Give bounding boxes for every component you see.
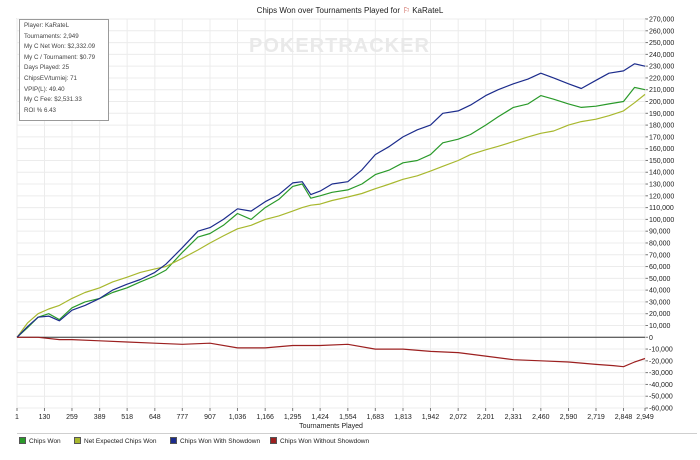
legend-label: Chips Won xyxy=(29,438,61,445)
x-tick-label: 1,295 xyxy=(284,414,302,421)
stat-tournaments: Tournaments: 2,949 xyxy=(24,32,79,40)
x-tick-label: 1,424 xyxy=(311,414,329,421)
series-line-chips-won xyxy=(16,86,646,338)
legend-item-without-showdown[interactable]: Chips Won Without Showdown xyxy=(270,437,369,445)
legend-swatch xyxy=(170,437,177,444)
x-tick-label: 1,813 xyxy=(394,414,412,421)
y-tick-label: 260,000 xyxy=(649,28,674,35)
chart-title-player: KaRateL xyxy=(412,6,444,15)
stat-fee: My C Fee: $2,531.33 xyxy=(24,96,82,104)
y-tick-label: 0 xyxy=(649,335,653,342)
y-tick-label: 160,000 xyxy=(649,146,674,153)
stat-chipsev: ChipsEV/turniej: 71 xyxy=(24,74,77,82)
y-tick-label: 100,000 xyxy=(649,217,674,224)
y-tick-label: -60,000 xyxy=(649,406,673,413)
stat-roi: ROI % 6.43 xyxy=(24,106,56,114)
y-tick-label: 240,000 xyxy=(649,52,674,59)
series-line-chips-won-without-showdown xyxy=(17,336,646,368)
x-tick-label: 2,949 xyxy=(636,414,654,421)
stat-vpip: VPIP(L): 49.40 xyxy=(24,85,65,93)
x-tick-label: 389 xyxy=(94,414,106,421)
legend-label: Chips Won With Showdown xyxy=(180,438,261,445)
y-tick-label: 120,000 xyxy=(649,193,674,200)
x-tick-label: 518 xyxy=(121,414,133,421)
y-tick-label: 230,000 xyxy=(649,64,674,71)
x-tick-label: 2,719 xyxy=(587,414,605,421)
legend-item-with-showdown[interactable]: Chips Won With Showdown xyxy=(170,437,260,445)
series-line-chips-won-with-showdown xyxy=(16,63,646,338)
y-tick-label: 10,000 xyxy=(649,323,671,330)
series-line-net-expected-chips-won xyxy=(16,93,646,338)
chart-title: Chips Won over Tournaments Played for ⚐ Ka… xyxy=(0,6,700,15)
legend-swatch xyxy=(19,437,26,444)
player-flag-icon: ⚐ xyxy=(403,6,411,15)
y-tick-label: 130,000 xyxy=(649,182,674,189)
y-tick-label: 210,000 xyxy=(649,87,674,94)
x-tick-label: 2,201 xyxy=(477,414,495,421)
stats-box: Player: KaRateL Tournaments: 2,949 My C … xyxy=(19,19,109,121)
y-tick-label: -50,000 xyxy=(649,394,673,401)
y-tick-label: 190,000 xyxy=(649,111,674,118)
y-tick-label: -10,000 xyxy=(649,347,673,354)
stat-days-played: Days Played: 25 xyxy=(24,64,70,72)
x-axis-label: Tournaments Played xyxy=(299,423,363,430)
y-tick-label: 60,000 xyxy=(649,264,671,271)
legend-swatch xyxy=(270,437,277,444)
y-tick-label: 170,000 xyxy=(649,134,674,141)
x-tick-label: 907 xyxy=(204,414,216,421)
y-tick-label: -30,000 xyxy=(649,370,673,377)
y-tick-label: 80,000 xyxy=(649,240,671,247)
y-tick-label: 90,000 xyxy=(649,229,671,236)
stat-net-won: My C Net Won: $2,332.09 xyxy=(24,43,96,51)
x-tick-label: 1,166 xyxy=(256,414,274,421)
y-tick-label: 180,000 xyxy=(649,123,674,130)
legend-label: Chips Won Without Showdown xyxy=(280,438,370,445)
y-tick-label: 110,000 xyxy=(649,205,674,212)
y-tick-label: 220,000 xyxy=(649,75,674,82)
legend-item-net-expected[interactable]: Net Expected Chips Won xyxy=(74,437,157,445)
legend-swatch xyxy=(74,437,81,444)
x-tick-label: 2,848 xyxy=(615,414,633,421)
x-tick-label: 1 xyxy=(15,414,19,421)
y-tick-label: 40,000 xyxy=(649,288,671,295)
y-tick-label: -20,000 xyxy=(649,358,673,365)
stat-per-tournament: My C / Tournament: $0.79 xyxy=(24,53,96,61)
y-tick-label: 50,000 xyxy=(649,276,671,283)
x-tick-label: 2,072 xyxy=(449,414,467,421)
chart-legend: Chips Won Net Expected Chips Won Chips W… xyxy=(17,433,697,447)
y-tick-label: 270,000 xyxy=(649,17,674,24)
y-tick-label: 200,000 xyxy=(649,99,674,106)
x-tick-label: 2,460 xyxy=(532,414,550,421)
x-tick-label: 648 xyxy=(149,414,161,421)
y-tick-label: 30,000 xyxy=(649,299,671,306)
x-tick-label: 130 xyxy=(39,414,51,421)
x-tick-label: 2,331 xyxy=(505,414,523,421)
legend-item-chips-won[interactable]: Chips Won xyxy=(19,437,61,445)
chart-title-text: Chips Won over Tournaments Played for xyxy=(256,6,401,15)
x-tick-label: 777 xyxy=(176,414,188,421)
y-tick-label: 150,000 xyxy=(649,158,674,165)
y-tick-label: 140,000 xyxy=(649,170,674,177)
x-tick-label: 2,590 xyxy=(560,414,578,421)
y-tick-label: 250,000 xyxy=(649,40,674,47)
y-tick-label: 20,000 xyxy=(649,311,671,318)
x-tick-label: 259 xyxy=(66,414,78,421)
x-tick-label: 1,554 xyxy=(339,414,357,421)
x-tick-label: 1,942 xyxy=(422,414,440,421)
watermark-logo: POKERTRACKER xyxy=(249,35,430,57)
y-tick-label: 70,000 xyxy=(649,252,671,259)
y-tick-label: -40,000 xyxy=(649,382,673,389)
x-tick-label: 1,683 xyxy=(367,414,385,421)
legend-label: Net Expected Chips Won xyxy=(84,438,157,445)
x-tick-label: 1,036 xyxy=(229,414,247,421)
stat-player: Player: KaRateL xyxy=(24,22,70,29)
